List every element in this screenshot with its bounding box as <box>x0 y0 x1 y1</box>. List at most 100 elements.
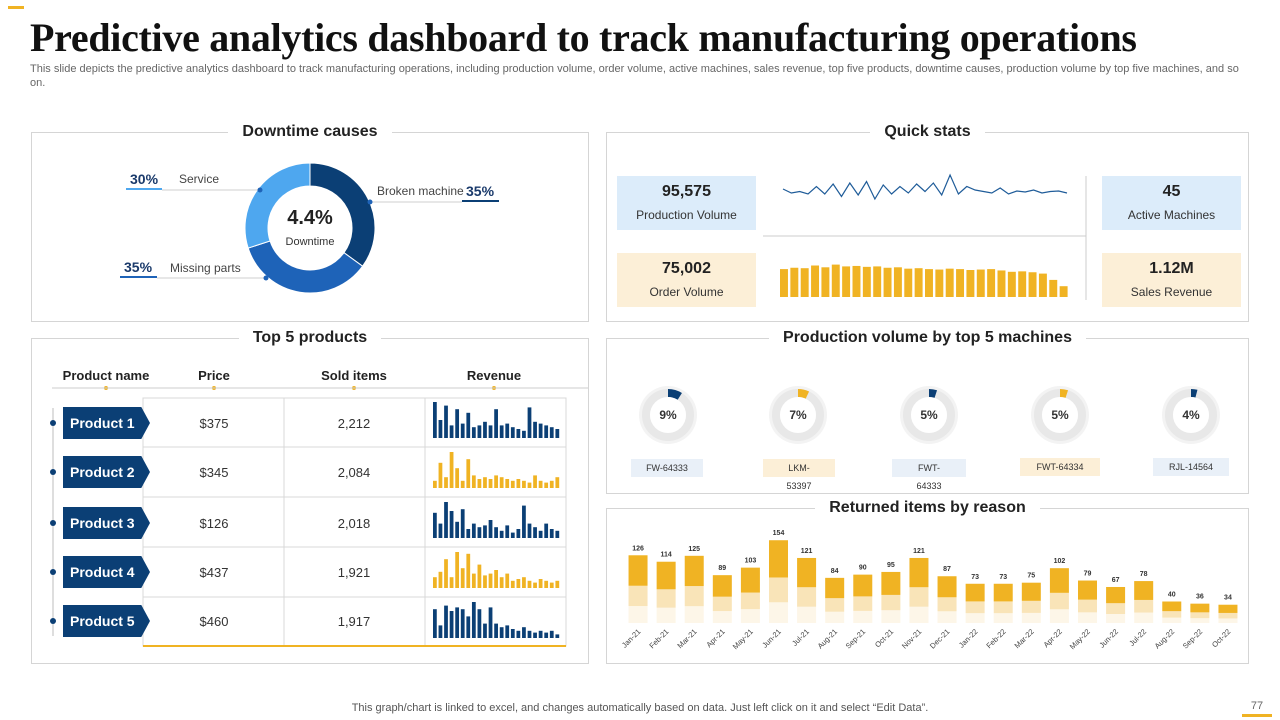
returned-tick-label: Jan-22 <box>957 627 980 650</box>
revenue-bar <box>444 605 448 638</box>
product-5-revenue-chart <box>433 602 560 638</box>
broken-machine-pct: 35% <box>466 183 495 199</box>
revenue-bar <box>433 480 437 488</box>
order-trend-bar <box>790 267 799 297</box>
revenue-bar <box>466 412 471 438</box>
machine-5-ring <box>1162 386 1220 444</box>
active-machines-label: Active Machines <box>1127 208 1216 222</box>
revenue-bar <box>499 627 504 638</box>
returned-bar-mid <box>1106 603 1126 614</box>
returned-bar-top <box>628 555 648 586</box>
order-volume-value: 75,002 <box>662 260 711 277</box>
returned-tick-label: Oct-22 <box>1210 627 1232 649</box>
revenue-bar <box>516 479 521 488</box>
order-trend-bar <box>780 269 788 297</box>
revenue-bar <box>449 425 454 438</box>
machine-2-ring <box>769 386 827 444</box>
revenue-bar <box>516 529 521 538</box>
revenue-bar <box>538 480 543 488</box>
revenue-bar <box>527 407 532 438</box>
missing-parts-pct: 35% <box>124 259 153 275</box>
machine-2-pct: 7% <box>789 408 807 422</box>
returned-bar-base <box>965 613 985 623</box>
product-2-revenue-chart <box>433 452 560 488</box>
revenue-bar <box>488 520 493 538</box>
order-trend-bar <box>997 270 1006 297</box>
page-number: 77 <box>1250 700 1264 712</box>
revenue-bar <box>438 625 443 638</box>
returned-bar-top <box>965 583 985 602</box>
returned-bar-base <box>628 606 648 623</box>
order-volume-label: Order Volume <box>649 285 724 299</box>
order-trend-bar <box>873 266 882 297</box>
revenue-bar <box>522 430 526 438</box>
returned-bar-mid <box>684 586 704 607</box>
donut-slice <box>244 162 311 249</box>
returned-bar-top <box>853 574 873 597</box>
revenue-bar <box>549 480 554 488</box>
revenue-bar <box>433 609 437 638</box>
product-5-sold: 1,917 <box>337 614 371 629</box>
returned-tick-label: Dec-21 <box>928 627 951 650</box>
returned-bar-base <box>656 607 676 623</box>
returned-bar-base <box>993 613 1013 623</box>
revenue-bar <box>477 425 482 438</box>
order-trend-bar <box>1049 279 1058 297</box>
revenue-bar <box>516 630 521 638</box>
returned-bar-base <box>797 606 817 623</box>
row-bullet <box>50 520 56 526</box>
revenue-bar <box>477 479 482 488</box>
returned-bar-mid <box>769 577 788 603</box>
product-1-price: $375 <box>199 416 229 431</box>
revenue-bar <box>522 577 526 588</box>
returned-bar-base <box>1134 612 1154 623</box>
returned-data-label: 102 <box>1054 558 1066 565</box>
product-5-price: $460 <box>199 614 229 629</box>
revenue-bar <box>510 427 515 438</box>
returned-bar-base <box>881 610 901 623</box>
returned-bar-top <box>937 576 957 598</box>
product-1-sold: 2,212 <box>337 416 371 431</box>
returned-data-label: 67 <box>1112 577 1120 584</box>
revenue-bar <box>471 475 476 488</box>
order-trend-bar <box>1007 271 1016 297</box>
machine-4-ring <box>1031 386 1089 444</box>
revenue-bar <box>544 580 549 588</box>
footer-note: This graph/chart is linked to excel, and… <box>351 702 929 714</box>
product-3-price: $126 <box>199 516 229 531</box>
returned-bar-mid <box>881 594 901 611</box>
order-volume-card: 75,002 Order Volume <box>617 253 756 307</box>
returned-tick-label: Sep-22 <box>1181 627 1204 650</box>
revenue-bar <box>444 477 448 488</box>
machine-3-id: FWT-64333 <box>892 459 966 491</box>
returned-bar-base <box>1021 612 1041 623</box>
returned-bar-top <box>1106 586 1126 604</box>
revenue-bar <box>433 512 437 538</box>
returned-bar-top <box>712 575 732 597</box>
revenue-bar <box>438 523 443 538</box>
row-bullet <box>50 469 56 475</box>
returned-bar-mid <box>1190 612 1210 619</box>
returned-bar-base <box>853 610 873 623</box>
revenue-bar <box>533 527 537 538</box>
order-trend-bar-chart <box>780 264 1068 297</box>
returned-bar-base <box>937 611 957 623</box>
returned-tick-label: Sep-21 <box>844 627 867 650</box>
returned-bar-base <box>1190 618 1210 623</box>
returned-tick-label: Feb-21 <box>647 627 670 650</box>
returned-data-label: 87 <box>943 566 951 573</box>
revenue-bar <box>549 582 554 588</box>
active-machines-value: 45 <box>1162 183 1181 200</box>
returned-data-label: 95 <box>887 562 895 569</box>
product-1-tag: Product 1 <box>63 407 150 439</box>
downtime-center-value: 4.4% <box>287 207 333 229</box>
revenue-bar <box>533 475 537 488</box>
machine-3-ring <box>900 386 958 444</box>
ring-center <box>1042 397 1078 433</box>
revenue-bar <box>466 553 471 588</box>
revenue-bar <box>444 559 448 588</box>
returned-tick-label: Jun-22 <box>1097 627 1120 650</box>
returned-bar-top <box>769 540 788 578</box>
returned-data-label: 154 <box>773 530 785 537</box>
returned-bar-mid <box>993 601 1013 614</box>
